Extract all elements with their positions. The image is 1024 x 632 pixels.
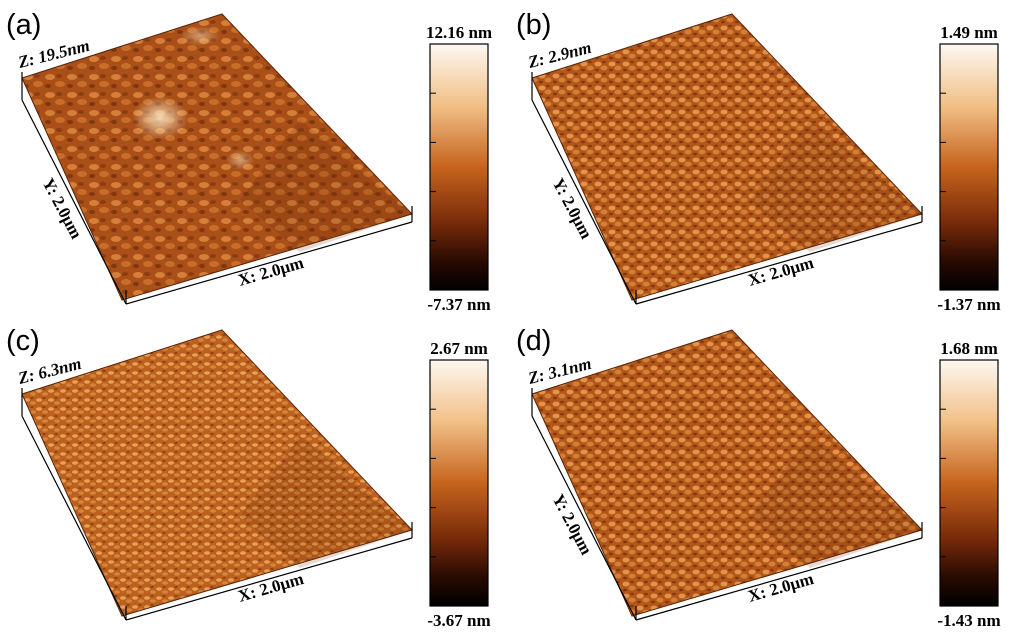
axis-frame <box>21 388 413 621</box>
afm-surface-image <box>21 13 413 301</box>
panel-letter: (a) <box>6 9 41 41</box>
scale-min-label: -1.43 nm <box>937 611 1000 630</box>
scale-max-label: 1.68 nm <box>940 339 998 358</box>
height-color-bar <box>939 43 999 291</box>
scale-max-label: 2.67 nm <box>430 339 488 358</box>
afm-surface-image <box>531 13 923 301</box>
scale-min-label: -1.37 nm <box>937 295 1000 314</box>
panel-letter: (b) <box>516 9 551 41</box>
afm-surface-image <box>21 329 413 617</box>
axis-frame <box>531 388 923 621</box>
height-color-bar <box>429 43 489 291</box>
height-color-bar <box>939 359 999 607</box>
scale-min-label: -7.37 nm <box>427 295 490 314</box>
scale-max-label: 1.49 nm <box>940 23 998 42</box>
panel-letter: (c) <box>6 325 40 357</box>
scale-max-label: 12.16 nm <box>426 23 492 42</box>
scale-min-label: -3.67 nm <box>427 611 490 630</box>
height-color-bar <box>429 359 489 607</box>
panel-letter: (d) <box>516 325 551 357</box>
axis-frame <box>21 72 413 305</box>
axis-frame <box>531 72 923 305</box>
